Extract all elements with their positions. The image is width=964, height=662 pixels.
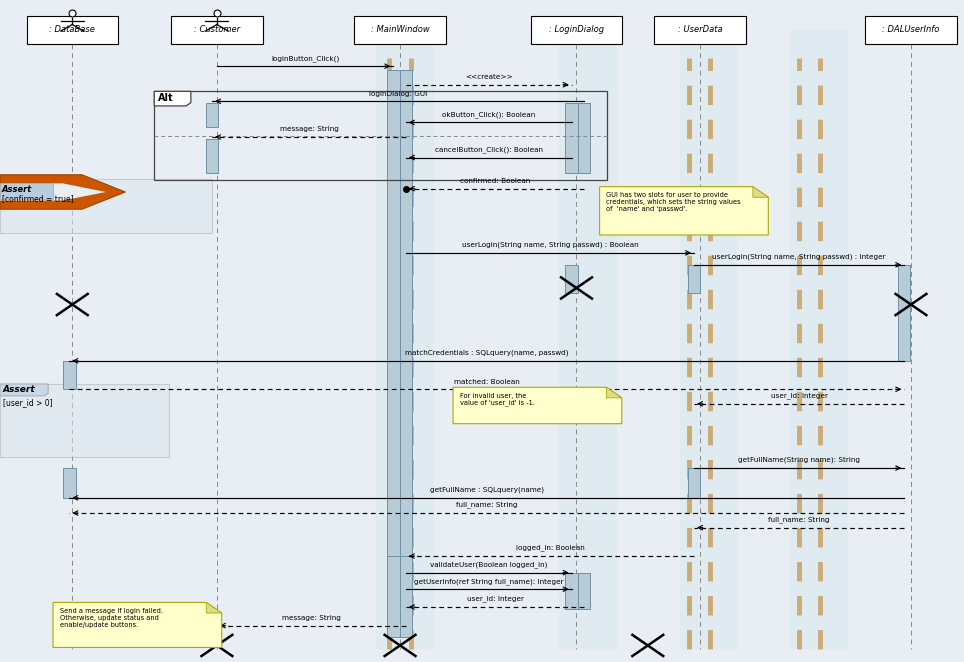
Text: full_name: String: full_name: String (456, 502, 518, 508)
Polygon shape (0, 175, 125, 209)
Text: : Customer: : Customer (194, 25, 240, 34)
Text: matched: Boolean: matched: Boolean (454, 379, 520, 385)
Text: message: String: message: String (280, 126, 338, 132)
Text: : LoginDialog: : LoginDialog (549, 25, 604, 34)
Text: [user_id > 0]: [user_id > 0] (3, 399, 52, 408)
Bar (565, 573, 578, 609)
Bar (866, 16, 956, 44)
Polygon shape (0, 183, 106, 201)
Text: : MainWindow: : MainWindow (371, 25, 429, 34)
Text: loginButton_Click(): loginButton_Click() (271, 55, 339, 62)
Text: full_name: String: full_name: String (768, 516, 830, 523)
Text: <<create>>: <<create>> (465, 74, 513, 80)
Text: message: String: message: String (281, 615, 341, 621)
Text: okButton_Click(): Boolean: okButton_Click(): Boolean (442, 111, 535, 118)
Text: : DataBase: : DataBase (49, 25, 95, 34)
Polygon shape (206, 602, 222, 613)
Bar (387, 70, 399, 610)
Text: matchCredentials : SQLquery(name, passwd): matchCredentials : SQLquery(name, passwd… (405, 350, 569, 356)
Bar (399, 556, 413, 637)
Bar (206, 103, 218, 127)
Text: user_id: Integer: user_id: Integer (770, 393, 828, 399)
Text: : UserData: : UserData (678, 25, 722, 34)
Bar (172, 16, 262, 44)
Bar (688, 265, 701, 293)
Text: userLogin(String name, String passwd) : Integer: userLogin(String name, String passwd) : … (712, 254, 886, 260)
Text: confirmed: Boolean: confirmed: Boolean (460, 178, 530, 184)
Text: logged_in: Boolean: logged_in: Boolean (516, 545, 584, 551)
Text: [confirmed = true]: [confirmed = true] (3, 193, 74, 203)
Bar (376, 30, 434, 649)
Bar (154, 91, 607, 180)
Text: getUserInfo(ref String full_name): Integer: getUserInfo(ref String full_name): Integ… (414, 578, 564, 585)
Polygon shape (753, 187, 768, 197)
Text: Assert: Assert (3, 385, 36, 395)
Text: getFullName(String name): String: getFullName(String name): String (738, 457, 860, 463)
Bar (387, 556, 399, 637)
Bar (654, 16, 745, 44)
Text: loginDialog: GUI: loginDialog: GUI (369, 91, 427, 97)
Text: Assert: Assert (3, 180, 36, 189)
Bar (578, 103, 590, 173)
Polygon shape (0, 384, 48, 396)
Bar (898, 265, 910, 361)
Polygon shape (53, 602, 222, 647)
Bar (0, 384, 169, 457)
Bar (565, 103, 578, 173)
Bar (399, 70, 413, 610)
Bar (578, 573, 590, 609)
Polygon shape (0, 179, 48, 191)
Bar (559, 30, 617, 649)
Bar (63, 361, 75, 389)
Text: : DALUserInfo: : DALUserInfo (882, 25, 940, 34)
Text: GUI has two slots for user to provide
credentials, which sets the string values
: GUI has two slots for user to provide cr… (606, 192, 741, 212)
Polygon shape (0, 183, 53, 199)
Polygon shape (154, 91, 191, 106)
Text: Assert: Assert (2, 185, 32, 195)
Text: [confirmed = true]: [confirmed = true] (2, 194, 73, 203)
Polygon shape (600, 187, 768, 235)
Text: getFullName : SQLquery(name): getFullName : SQLquery(name) (430, 487, 544, 493)
Text: cancelButton_Click(): Boolean: cancelButton_Click(): Boolean (435, 146, 543, 153)
Bar (688, 468, 701, 498)
Bar (0, 179, 212, 233)
Polygon shape (453, 387, 622, 424)
Bar (530, 16, 623, 44)
Text: user_id: Integer: user_id: Integer (467, 596, 523, 602)
Bar (355, 16, 445, 44)
Bar (206, 139, 218, 173)
Text: validateUser(Boolean logged_in): validateUser(Boolean logged_in) (430, 561, 548, 568)
Text: For invalid user, the
value of 'user_id' is -1.: For invalid user, the value of 'user_id'… (460, 393, 535, 406)
Bar (790, 30, 848, 649)
Bar (26, 16, 118, 44)
Text: userLogin(String name, String passwd) : Boolean: userLogin(String name, String passwd) : … (462, 242, 638, 248)
Bar (565, 265, 578, 293)
Bar (63, 468, 75, 498)
Text: Send a message if login failed.
Otherwise, update status and
enable/update butto: Send a message if login failed. Otherwis… (60, 608, 163, 628)
Bar (680, 30, 737, 649)
Polygon shape (606, 387, 622, 398)
Text: Alt: Alt (158, 93, 174, 103)
